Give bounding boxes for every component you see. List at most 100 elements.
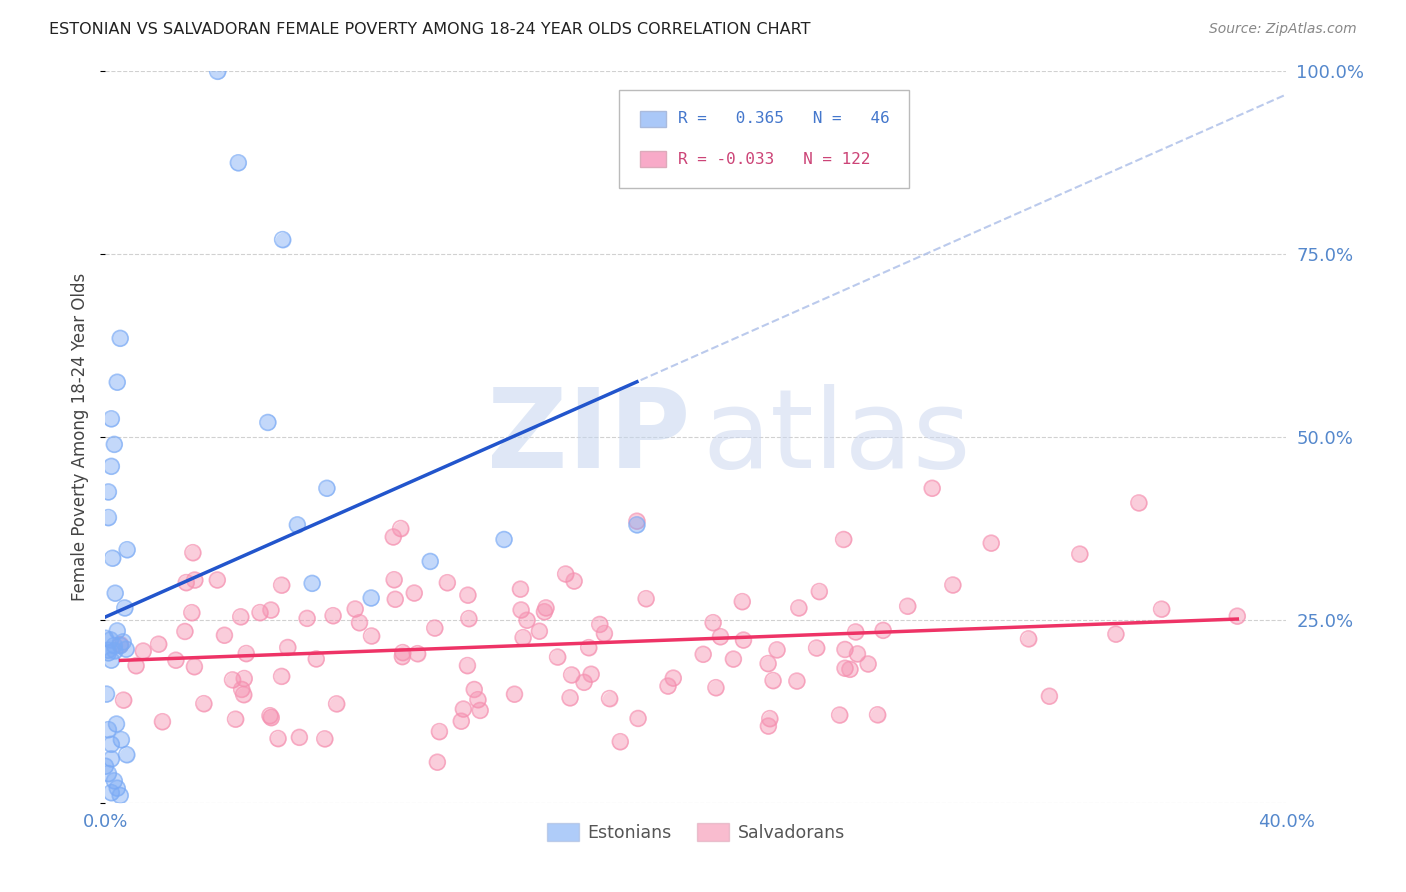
Point [271,233,294,247]
Point [112,635,135,649]
Point [942,578,965,592]
Point [766,643,789,657]
Point [692,648,714,662]
Point [125,658,148,673]
Point [233,672,256,686]
Point [467,692,489,706]
Point [384,592,406,607]
Point [288,731,311,745]
Point [97,723,120,737]
Point [260,603,283,617]
Point [344,602,367,616]
Point [457,588,479,602]
Point [786,674,808,689]
Point [259,708,281,723]
Point [657,679,679,693]
Point [214,628,236,642]
Point [183,659,205,673]
Point [723,652,745,666]
Point [589,617,612,632]
Point [229,610,252,624]
Point [808,584,831,599]
Point [114,601,136,615]
Text: atlas: atlas [702,384,970,491]
Point [391,649,413,664]
Point [305,652,328,666]
Point [1105,627,1128,641]
Point [470,703,492,717]
Point [578,640,600,655]
Point [207,573,229,587]
Point [662,671,685,685]
Point [100,786,122,800]
Point [529,624,551,639]
Point [259,708,281,723]
Point [533,605,555,619]
Point [115,747,138,762]
Point [97,646,120,660]
Point [174,575,197,590]
Point [733,633,755,648]
Point [579,667,602,681]
Point [492,533,515,547]
Point [344,602,367,616]
Point [115,642,138,657]
Point [100,752,122,766]
Point [470,703,492,717]
Point [97,510,120,524]
Point [762,673,785,688]
Point [183,659,205,673]
Point [1150,602,1173,616]
Point [1038,690,1060,704]
Point [453,702,475,716]
Point [104,586,127,600]
Point [1069,547,1091,561]
Point [426,755,449,769]
Point [228,156,250,170]
Point [295,611,318,625]
Point [105,624,128,638]
Point [1038,690,1060,704]
Point [260,710,283,724]
Point [105,717,128,731]
Point [257,416,280,430]
Point [839,662,862,676]
Point [104,644,127,658]
Point [534,601,557,615]
Point [897,599,920,614]
Point [406,647,429,661]
Point [419,554,441,568]
Point [103,639,125,653]
Point [702,615,724,630]
Point [558,690,581,705]
Point [96,687,118,701]
Point [104,586,127,600]
Point [834,661,856,675]
FancyBboxPatch shape [619,90,908,188]
Point [382,530,405,544]
Point [1226,609,1249,624]
Point [132,644,155,658]
Point [207,573,229,587]
Point [100,459,122,474]
Point [389,521,412,535]
Point [872,624,894,638]
Point [97,723,120,737]
Point [429,724,451,739]
Point [100,632,122,647]
Point [277,640,299,655]
Point [456,658,478,673]
Point [229,610,252,624]
Point [287,517,309,532]
Point [110,331,132,345]
Point [384,592,406,607]
Point [105,717,128,731]
Point [270,669,292,683]
Point [609,734,631,748]
Point [709,630,731,644]
Point [554,567,576,582]
Point [100,459,122,474]
Point [314,731,336,746]
Point [100,412,122,426]
Point [627,711,650,725]
